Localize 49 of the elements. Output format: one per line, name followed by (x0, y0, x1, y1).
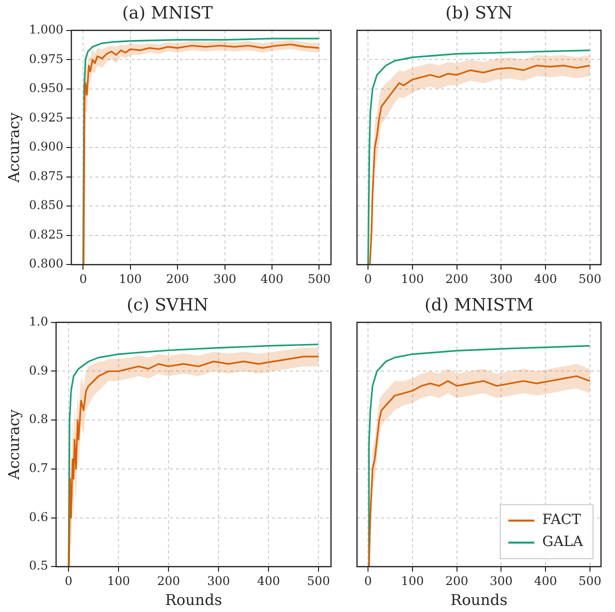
y-axis-title: Accuracy (4, 408, 23, 481)
x-axis-title: Rounds (165, 590, 222, 609)
y-tick-label: 0.825 (28, 227, 64, 242)
legend-label: FACT (542, 512, 582, 528)
x-tick-label: 100 (401, 272, 424, 286)
x-tick-label: 500 (578, 574, 602, 588)
chart-title: (a) MNIST (122, 4, 214, 24)
y-tick-label: 0.800 (28, 256, 64, 271)
x-tick-label: 400 (534, 272, 557, 286)
y-tick-label: 0.8 (28, 412, 48, 426)
y-tick-label: 0.875 (28, 168, 64, 183)
y-tick-label: 0.900 (28, 140, 64, 154)
x-tick-label: 400 (257, 574, 280, 588)
x-tick-label: 500 (308, 272, 331, 286)
y-tick-label: 0.850 (28, 198, 64, 212)
x-tick-label: 0 (364, 574, 372, 588)
x-tick-label: 300 (207, 574, 230, 588)
y-tick-label: 0.975 (28, 52, 64, 66)
x-tick-label: 100 (107, 574, 130, 588)
x-tick-label: 300 (490, 272, 513, 286)
x-tick-label: 0 (64, 574, 72, 588)
y-tick-label: 0.925 (28, 110, 64, 124)
y-tick-label: 1.0 (28, 314, 48, 329)
x-tick-label: 300 (490, 574, 513, 588)
legend-label: GALA (542, 534, 584, 550)
y-tick-label: 1.000 (28, 22, 64, 37)
chart-title: (c) SVHN (126, 296, 209, 316)
x-tick-label: 500 (307, 574, 330, 588)
y-tick-label: 0.7 (28, 461, 48, 476)
x-tick-label: 0 (364, 272, 372, 286)
x-tick-label: 200 (445, 272, 468, 286)
x-tick-label: 0 (79, 272, 87, 286)
y-tick-label: 0.5 (28, 558, 48, 573)
x-axis-title: Rounds (450, 590, 508, 609)
x-tick-label: 300 (213, 272, 236, 286)
y-tick-label: 0.6 (28, 510, 48, 524)
x-tick-label: 200 (157, 574, 180, 588)
chart-title: (d) MNISTM (424, 296, 534, 316)
x-tick-label: 200 (166, 272, 190, 286)
x-tick-label: 400 (260, 272, 284, 286)
x-tick-label: 100 (118, 272, 142, 286)
x-tick-label: 200 (445, 574, 468, 588)
y-tick-label: 0.9 (28, 363, 48, 378)
y-axis-title: Accuracy (4, 112, 23, 184)
x-tick-label: 400 (534, 574, 557, 588)
chart-title: (b) SYN (445, 4, 513, 24)
y-tick-label: 0.950 (28, 81, 64, 96)
x-tick-label: 500 (578, 272, 602, 286)
x-tick-label: 100 (401, 574, 424, 588)
